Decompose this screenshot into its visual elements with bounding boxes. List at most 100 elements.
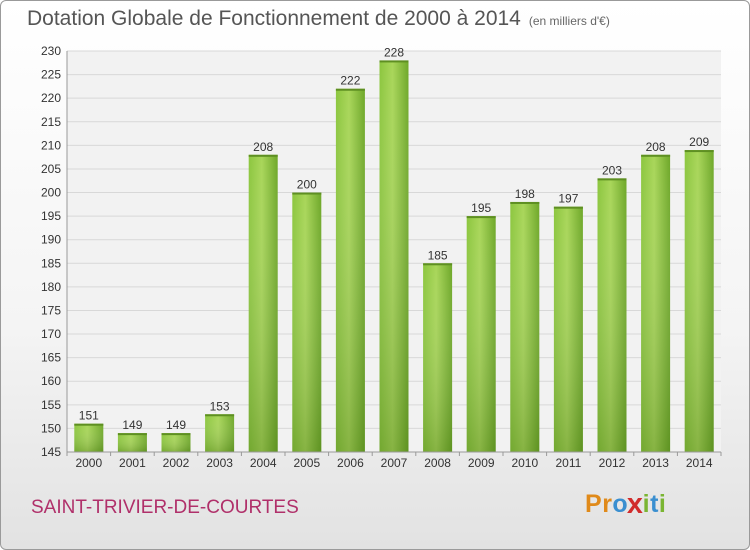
data-label: 195 [471,201,491,215]
x-tick-label: 2005 [293,456,320,470]
bar-2011 [553,206,583,452]
bar-2009 [466,216,496,452]
bar-shade [641,154,671,452]
bar-2004 [248,154,278,452]
bar-shade [205,414,235,452]
y-tick-label: 230 [41,44,61,58]
y-tick-label: 170 [41,327,61,341]
data-label: 209 [689,135,709,149]
bar-shade [597,178,627,452]
bar-shade [292,192,322,452]
data-label: 203 [602,163,622,177]
chart-title: Dotation Globale de Fonctionnement de 20… [27,7,610,31]
bar-shade [684,150,714,452]
bar-2012 [597,178,627,452]
x-tick-label: 2011 [555,456,581,470]
x-tick-label: 2003 [206,456,233,470]
bar-shade [510,201,540,452]
bar-top [684,150,714,153]
bar-2002 [161,433,191,452]
x-axis: 2000 2001 2002 2003 2004 2005 2006 2007 2008 2009… [66,451,722,470]
data-label: 200 [297,178,317,192]
logo-letter: o [612,490,629,518]
bar-top [248,154,278,157]
y-tick-label: 195 [41,209,61,223]
proxiti-logo[interactable]: Proxiti [585,487,667,521]
logo-letter: r [602,490,613,518]
logo-letter: t [650,490,659,518]
y-tick-label: 150 [41,421,61,435]
bar-shade [74,423,104,452]
data-label: 153 [210,399,230,413]
data-label: 228 [384,45,404,59]
bar-2008 [423,263,453,452]
bar-top [117,433,147,436]
x-tick-label: 2013 [642,456,669,470]
chart-subtitle: (en milliers d'€) [528,14,610,28]
commune-name: SAINT-TRIVIER-DE-COURTES [31,497,299,518]
bar-2003 [205,414,235,452]
y-tick-label: 220 [41,91,61,105]
y-tick-label: 175 [41,303,61,317]
bar-top [161,433,191,436]
x-tick-label: 2008 [424,456,451,470]
y-axis: 145 150 155 160 165 170 175 180 185 190 195 200 205 2… [41,44,68,459]
data-label: 208 [253,140,273,154]
logo-letter: x [627,487,644,521]
data-label: 197 [558,192,578,206]
y-tick-label: 215 [41,115,61,129]
x-tick-label: 2012 [599,456,626,470]
y-tick-label: 200 [41,186,61,200]
y-tick-label: 190 [41,233,61,247]
bar-2001 [117,433,147,452]
y-tick-label: 210 [41,138,61,152]
bar-shade [379,60,409,452]
x-tick-label: 2009 [468,456,495,470]
bar-top [423,263,453,266]
bar-shade [553,206,583,452]
y-tick-label: 155 [41,398,61,412]
bar-2014 [684,150,714,452]
bar-top [466,216,496,219]
y-tick-label: 205 [41,162,61,176]
x-tick-label: 2006 [337,456,364,470]
bar-2013 [641,154,671,452]
data-label: 222 [340,74,360,88]
y-tick-label: 180 [41,280,61,294]
x-tick-label: 2010 [511,456,538,470]
bar-2005 [292,192,322,452]
bar-shade [335,88,365,452]
bar-top [379,60,409,63]
bar-top [641,154,671,157]
x-tick-label: 2002 [163,456,190,470]
bar-top [205,414,235,417]
bar-top [510,201,540,204]
data-label: 149 [166,418,186,432]
logo-letter: P [585,490,603,518]
y-tick-label: 165 [41,351,61,365]
bar-shade [161,433,191,452]
bars [74,60,714,452]
bar-top [553,206,583,209]
bar-shade [117,433,147,452]
bar-2006 [335,88,365,452]
y-tick-label: 225 [41,68,61,82]
data-label: 208 [646,140,666,154]
data-label: 151 [79,409,99,423]
bar-top [335,88,365,91]
data-label: 198 [515,187,535,201]
bar-shade [423,263,453,452]
logo-letter: i [658,490,667,518]
bar-top [597,178,627,181]
x-tick-label: 2000 [75,456,102,470]
bar-2007 [379,60,409,452]
y-tick-label: 185 [41,256,61,270]
y-tick-label: 145 [41,445,61,459]
x-tick-label: 2001 [119,456,146,470]
x-tick-label: 2014 [686,456,713,470]
data-labels: 151 149 149 153 208 200 222 228 185 195 198 197 203 2… [79,45,710,432]
logo-letter: i [642,490,651,518]
bar-top [74,423,104,426]
